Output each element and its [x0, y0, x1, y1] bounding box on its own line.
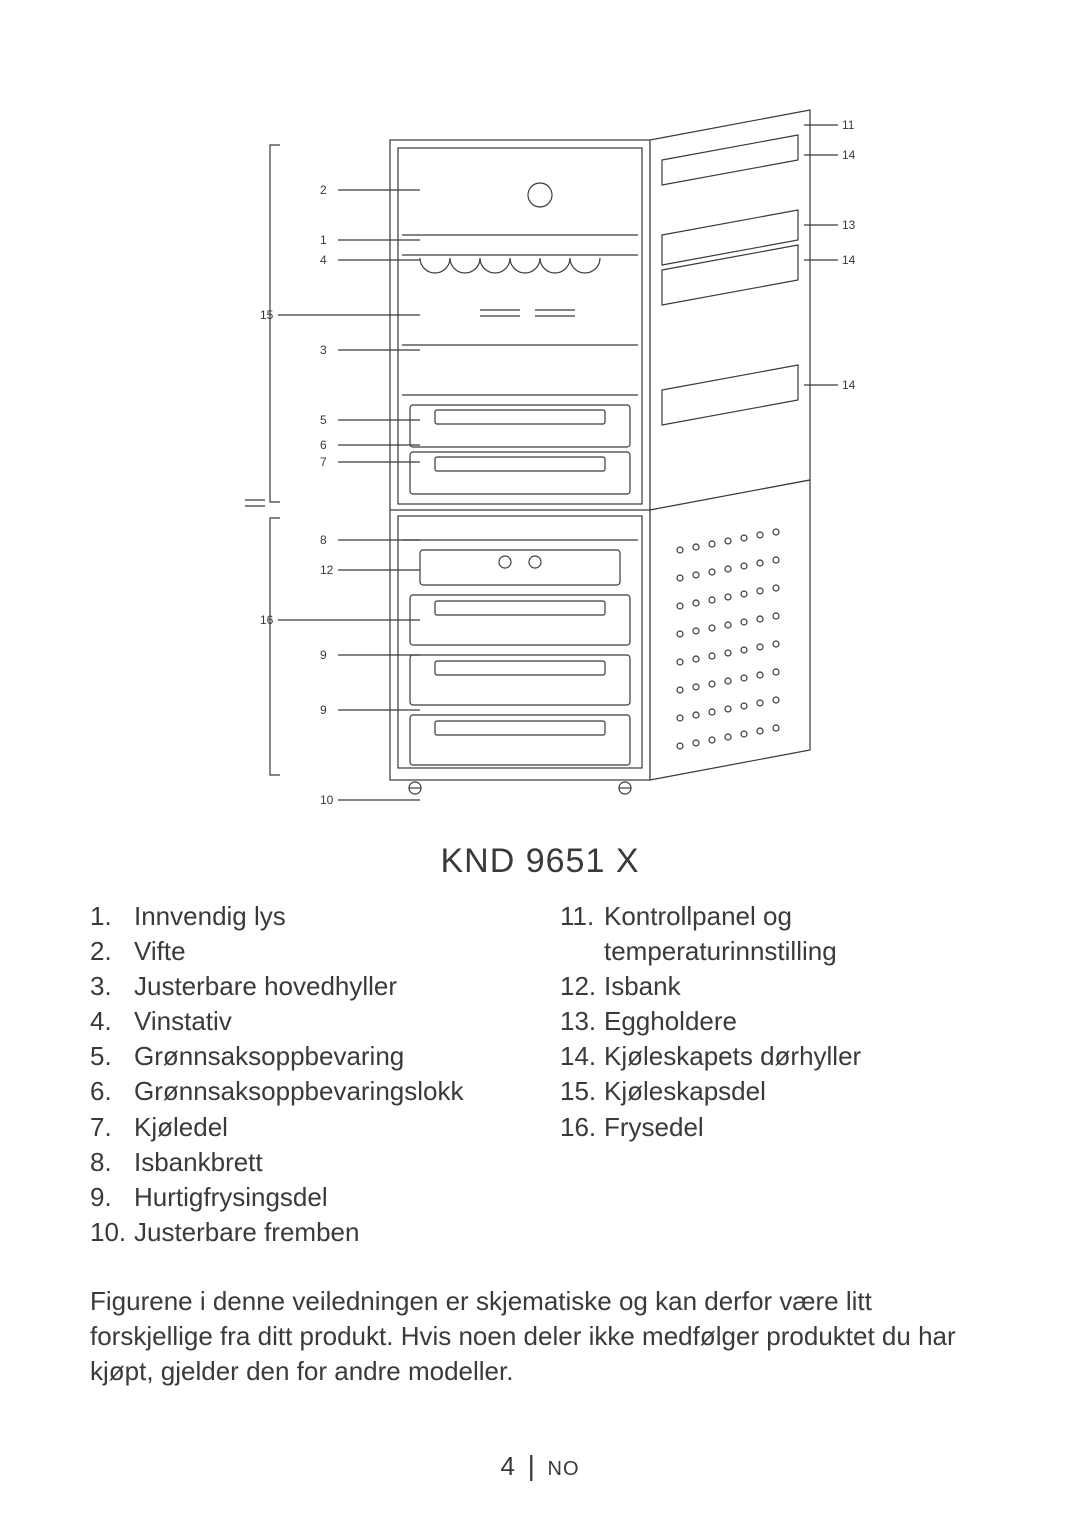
page-footer: 4 | NO — [0, 1450, 1080, 1482]
list-item-number: 11. — [560, 899, 604, 934]
fridge-diagram: 2141535678121699101114131414 — [200, 100, 880, 840]
svg-text:4: 4 — [320, 253, 327, 267]
list-item-label: Isbank — [604, 969, 990, 1004]
note-text: Figurene i denne veiledningen er skjemat… — [90, 1284, 990, 1389]
list-item: 13.Eggholdere — [560, 1004, 990, 1039]
list-item-label: temperaturinnstilling — [560, 934, 990, 969]
list-item-number: 4. — [90, 1004, 134, 1039]
svg-text:15: 15 — [260, 308, 274, 322]
diagram-container: 2141535678121699101114131414 — [90, 100, 990, 840]
svg-text:8: 8 — [320, 533, 327, 547]
list-item: 15.Kjøleskapsdel — [560, 1074, 990, 1109]
svg-text:14: 14 — [842, 378, 856, 392]
list-item-label: Kjøleskapets dørhyller — [604, 1039, 990, 1074]
list-item: 11.Kontrollpanel og — [560, 899, 990, 934]
list-item: 8.Isbankbrett — [90, 1145, 520, 1180]
svg-text:7: 7 — [320, 455, 327, 469]
list-item-number: 1. — [90, 899, 134, 934]
list-item-label: Hurtigfrysingsdel — [134, 1180, 520, 1215]
svg-text:1: 1 — [320, 233, 327, 247]
svg-text:6: 6 — [320, 438, 327, 452]
list-item-number: 10. — [90, 1215, 134, 1250]
svg-text:3: 3 — [320, 343, 327, 357]
svg-text:2: 2 — [320, 183, 327, 197]
list-item: 10.Justerbare fremben — [90, 1215, 520, 1250]
list-item-label: Innvendig lys — [134, 899, 520, 934]
svg-text:9: 9 — [320, 648, 327, 662]
list-item: 9.Hurtigfrysingsdel — [90, 1180, 520, 1215]
list-item-label: Vifte — [134, 934, 520, 969]
svg-text:9: 9 — [320, 703, 327, 717]
parts-list: 1.Innvendig lys2.Vifte3.Justerbare hoved… — [90, 899, 990, 1250]
svg-text:13: 13 — [842, 218, 856, 232]
list-item-number: 12. — [560, 969, 604, 1004]
parts-list-right: 11.Kontrollpanel ogtemperaturinnstilling… — [560, 899, 990, 1250]
list-item-label: Justerbare fremben — [134, 1215, 520, 1250]
list-item-number: 2. — [90, 934, 134, 969]
svg-text:12: 12 — [320, 563, 334, 577]
list-item-number: 8. — [90, 1145, 134, 1180]
list-item-label: Frysedel — [604, 1110, 990, 1145]
svg-text:14: 14 — [842, 148, 856, 162]
list-item-number: 16. — [560, 1110, 604, 1145]
svg-text:16: 16 — [260, 613, 274, 627]
list-item-number: 15. — [560, 1074, 604, 1109]
list-item: 1.Innvendig lys — [90, 899, 520, 934]
page-number: 4 — [500, 1451, 514, 1481]
list-item-label: Vinstativ — [134, 1004, 520, 1039]
model-name: KND 9651 X — [90, 842, 990, 881]
list-item-label: Kontrollpanel og — [604, 899, 990, 934]
parts-list-left: 1.Innvendig lys2.Vifte3.Justerbare hoved… — [90, 899, 520, 1250]
list-item-number: 5. — [90, 1039, 134, 1074]
svg-text:11: 11 — [842, 118, 855, 132]
list-item: 12.Isbank — [560, 969, 990, 1004]
list-item-label: Grønnsaksoppbevaring — [134, 1039, 520, 1074]
list-item-label: Kjøledel — [134, 1110, 520, 1145]
footer-separator: | — [528, 1450, 535, 1481]
svg-text:14: 14 — [842, 253, 856, 267]
list-item: 6.Grønnsaksoppbevaringslokk — [90, 1074, 520, 1109]
list-item-label: Kjøleskapsdel — [604, 1074, 990, 1109]
list-item-number: 6. — [90, 1074, 134, 1109]
list-item-number: 7. — [90, 1110, 134, 1145]
list-item: 16.Frysedel — [560, 1110, 990, 1145]
svg-text:5: 5 — [320, 413, 327, 427]
list-item-label: Eggholdere — [604, 1004, 990, 1039]
language-code: NO — [548, 1458, 580, 1480]
list-item-number: 14. — [560, 1039, 604, 1074]
list-item: 3.Justerbare hovedhyller — [90, 969, 520, 1004]
list-item-number: 9. — [90, 1180, 134, 1215]
list-item-label: Isbankbrett — [134, 1145, 520, 1180]
svg-text:10: 10 — [320, 793, 334, 807]
list-item-label: Grønnsaksoppbevaringslokk — [134, 1074, 520, 1109]
list-item: 7.Kjøledel — [90, 1110, 520, 1145]
list-item: 14.Kjøleskapets dørhyller — [560, 1039, 990, 1074]
list-item-number: 3. — [90, 969, 134, 1004]
list-item: 5.Grønnsaksoppbevaring — [90, 1039, 520, 1074]
list-item: 2.Vifte — [90, 934, 520, 969]
list-item-number: 13. — [560, 1004, 604, 1039]
list-item: temperaturinnstilling — [560, 934, 990, 969]
list-item: 4.Vinstativ — [90, 1004, 520, 1039]
list-item-label: Justerbare hovedhyller — [134, 969, 520, 1004]
